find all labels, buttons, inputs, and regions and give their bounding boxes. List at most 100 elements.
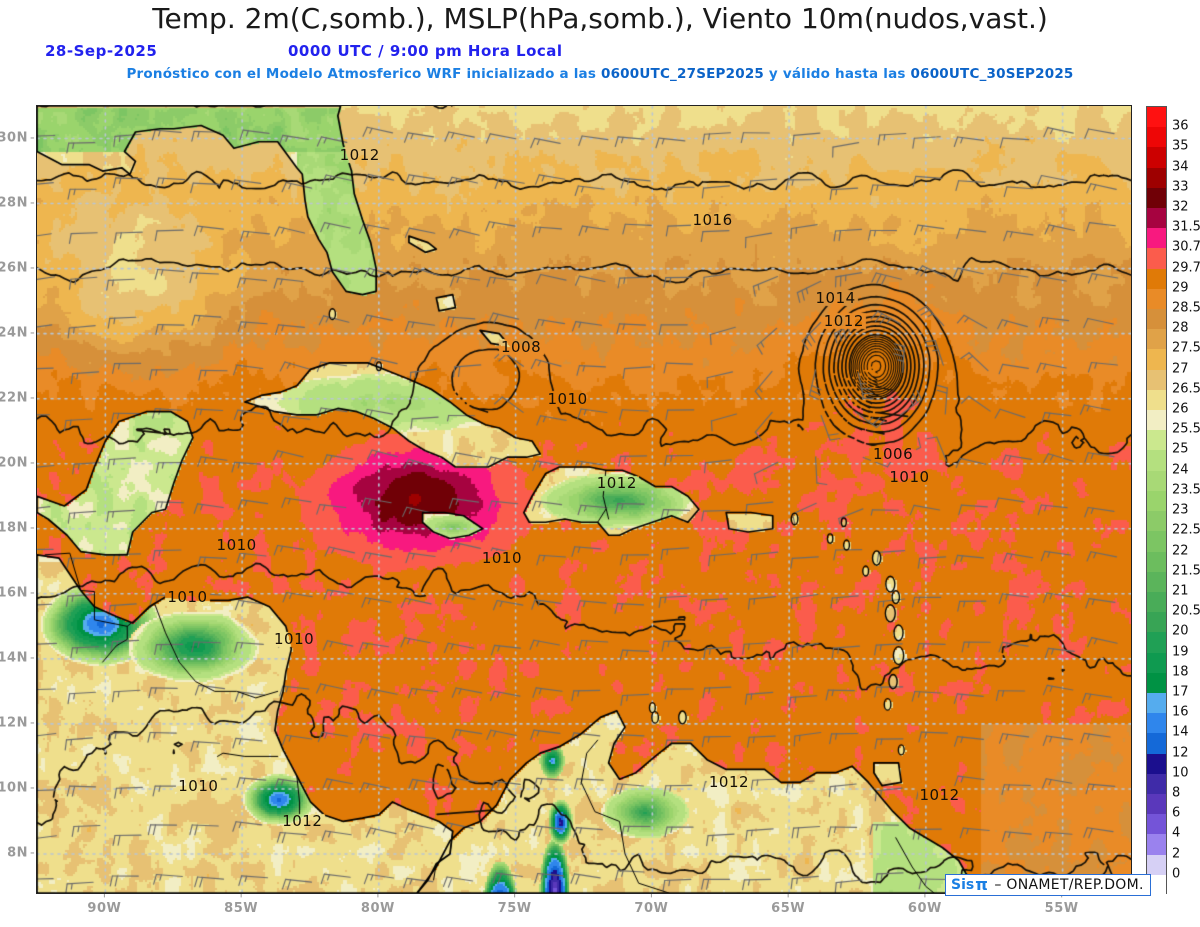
logo-pi-icon: π: [975, 875, 988, 894]
colorbar-tick-label: 19: [1172, 644, 1189, 660]
colorbar-tick-label: 32: [1172, 199, 1189, 215]
colorbar-swatch: [1147, 733, 1166, 754]
isobar-label: 1016: [692, 210, 733, 229]
isobar-label: 1012: [919, 786, 960, 805]
lon-tick-label: 55W: [1044, 901, 1079, 916]
logo-org-text: – ONAMET/REP.DOM.: [994, 877, 1144, 893]
agency-logo: Sis π – ONAMET/REP.DOM.: [945, 874, 1151, 896]
colorbar-tick-label: 18: [1172, 664, 1189, 680]
colorbar-tick-label: 16: [1172, 704, 1189, 720]
isobar-label: 1012: [708, 773, 750, 792]
lon-tick-label: 60W: [907, 901, 942, 916]
colorbar-swatch: [1147, 369, 1166, 391]
lat-tick-label: 12N: [0, 715, 28, 731]
colorbar-swatch: [1147, 511, 1166, 532]
colorbar-swatch: [1147, 834, 1166, 855]
colorbar-swatch: [1147, 713, 1166, 734]
colorbar-swatch: [1147, 127, 1166, 148]
lon-tick-mark: ': [786, 892, 790, 906]
colorbar-tick-label: 28: [1172, 320, 1189, 336]
lat-tick-label: 26N: [0, 260, 28, 276]
isobar-label: 1008: [501, 337, 542, 356]
colorbar-tick-label: 27: [1172, 361, 1189, 377]
colorbar-tick-label: 34: [1172, 159, 1189, 175]
colorbar-tick-label: 25: [1172, 441, 1189, 457]
colorbar-tick-label: 4: [1172, 825, 1181, 841]
colorbar-tick-label: 35: [1172, 138, 1189, 154]
lat-tick-mark: -: [30, 325, 35, 341]
lat-tick-label: 18N: [0, 520, 28, 536]
temperature-colorbar: [1146, 106, 1167, 896]
colorbar-tick-label: 2: [1172, 846, 1181, 862]
isobar-label: 1012: [823, 311, 864, 330]
lat-tick-label: 20N: [0, 455, 28, 471]
isobar-label: 1012: [596, 474, 637, 493]
colorbar-tick-label: 30.7: [1172, 239, 1200, 255]
lat-tick-mark: -: [30, 650, 35, 666]
colorbar-tick-label: 14: [1172, 724, 1189, 740]
lon-tick-label: 90W: [87, 901, 122, 916]
model-description: Pronóstico con el Modelo Atmosferico WRF…: [0, 66, 1200, 82]
colorbar-swatch: [1147, 187, 1166, 209]
lat-tick-label: 22N: [0, 390, 28, 406]
isobar-label: 1010: [273, 630, 315, 649]
lat-tick-mark: -: [30, 390, 35, 406]
colorbar-swatch: [1147, 430, 1166, 451]
colorbar-swatch: [1147, 652, 1166, 674]
colorbar-swatch: [1147, 773, 1166, 795]
colorbar-swatch: [1147, 531, 1166, 552]
logo-sis-text: Sis: [951, 877, 975, 893]
colorbar-tick-label: 23: [1172, 502, 1189, 518]
lon-tick-label: 75W: [497, 901, 532, 916]
model-text-b: y válido hasta las: [764, 66, 911, 82]
colorbar-tick-label: 8: [1172, 785, 1181, 801]
isobar-label: 1010: [167, 588, 208, 607]
colorbar-swatch: [1147, 167, 1166, 189]
isobar-label: 1012: [339, 145, 380, 164]
colorbar-swatch: [1147, 814, 1166, 835]
lon-tick-label: 65W: [771, 901, 806, 916]
isobar-label: 1006: [872, 444, 914, 463]
colorbar-swatch: [1147, 248, 1166, 270]
colorbar-swatch: [1147, 309, 1166, 330]
colorbar-swatch: [1147, 410, 1166, 431]
lon-tick-mark: ': [923, 892, 927, 906]
lat-tick-label: 8N: [7, 845, 28, 861]
lon-tick-mark: ': [376, 892, 380, 906]
colorbar-tick-label: 33: [1172, 179, 1189, 195]
model-init-time: 0600UTC_27SEP2025: [601, 66, 765, 82]
page-title: Temp. 2m(C,somb.), MSLP(hPa,somb.), Vien…: [152, 2, 1048, 35]
colorbar-tick-label: 20.5: [1172, 603, 1200, 619]
colorbar-swatch: [1147, 450, 1166, 472]
colorbar-tick-label: 22.5: [1172, 522, 1200, 538]
colorbar-swatch: [1147, 228, 1166, 249]
lat-tick-mark: -: [30, 715, 35, 731]
lat-tick-mark: -: [30, 585, 35, 601]
lon-tick-mark: ': [102, 892, 107, 906]
colorbar-swatch: [1147, 753, 1166, 775]
lat-tick-mark: -: [30, 195, 35, 211]
colorbar-tick-label: 25.5: [1172, 421, 1200, 437]
colorbar-tick-label: 22: [1172, 543, 1189, 558]
lon-tick-label: 70W: [634, 901, 669, 916]
colorbar-tick-label: 26: [1172, 401, 1189, 417]
colorbar-swatch: [1147, 854, 1166, 876]
colorbar-swatch: [1147, 208, 1166, 229]
weather-map-canvas: [37, 106, 1131, 893]
isobar-label: 1010: [216, 536, 257, 555]
chart-header: Temp. 2m(C,somb.), MSLP(hPa,somb.), Vien…: [0, 0, 1200, 96]
map-plot-frame: 1012 1016 1014 1012 1008 1010 1006 1010 1012 1010…: [36, 105, 1132, 894]
colorbar-tick-label: 23.5: [1172, 482, 1200, 498]
isobar-label: 1014: [815, 288, 856, 307]
colorbar-swatch: [1147, 329, 1166, 350]
lon-tick-label: 80W: [360, 901, 395, 916]
lon-tick-label: 85W: [224, 901, 259, 916]
colorbar-swatch: [1147, 571, 1166, 593]
colorbar-swatch: [1147, 591, 1166, 613]
model-text-a: Pronóstico con el Modelo Atmosferico WRF…: [126, 66, 601, 82]
forecast-date: 28-Sep-2025: [45, 42, 158, 60]
lat-tick-label: 16N: [0, 585, 28, 601]
colorbar-swatch: [1147, 874, 1166, 896]
colorbar-swatch: [1147, 551, 1166, 573]
isobar-label: 1010: [481, 549, 523, 568]
